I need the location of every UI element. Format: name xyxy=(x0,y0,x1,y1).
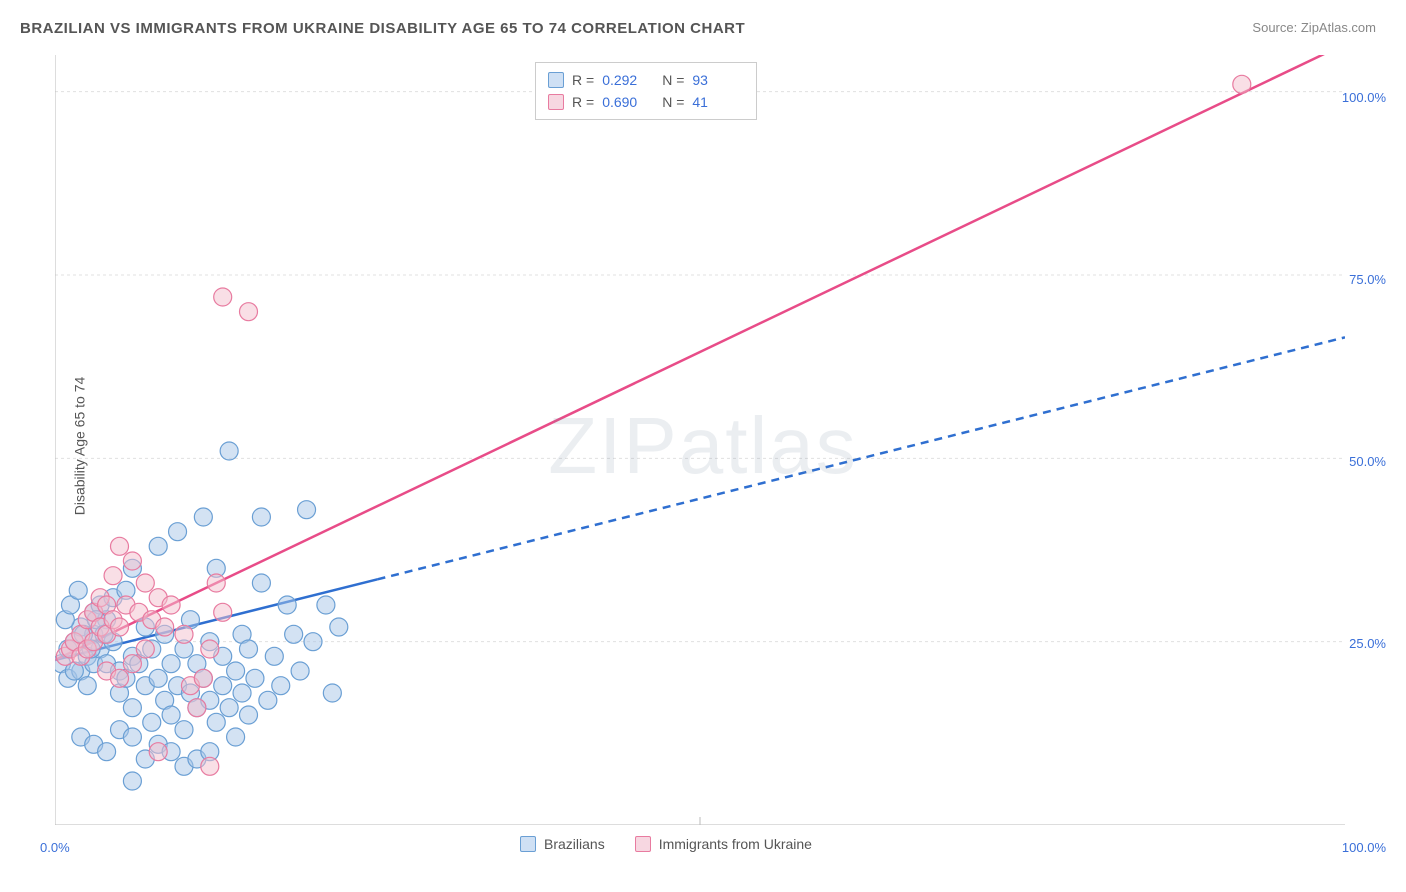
scatter-plot xyxy=(55,55,1345,825)
legend-label-brazilians: Brazilians xyxy=(544,836,605,852)
swatch-blue-icon xyxy=(520,836,536,852)
value-r-blue: 0.292 xyxy=(602,72,654,88)
legend-item-brazilians: Brazilians xyxy=(520,836,605,852)
source-value: ZipAtlas.com xyxy=(1301,20,1376,35)
legend-item-ukraine: Immigrants from Ukraine xyxy=(635,836,812,852)
xtick-0: 0.0% xyxy=(40,840,70,855)
value-n-blue: 93 xyxy=(692,72,744,88)
value-n-pink: 41 xyxy=(692,94,744,110)
source-label: Source: ZipAtlas.com xyxy=(1252,20,1376,35)
chart-title: BRAZILIAN VS IMMIGRANTS FROM UKRAINE DIS… xyxy=(20,20,745,37)
value-r-pink: 0.690 xyxy=(602,94,654,110)
ytick-100: 100.0% xyxy=(1342,90,1386,105)
legend-row-ukraine: R = 0.690 N = 41 xyxy=(548,91,744,113)
ytick-75: 75.0% xyxy=(1349,272,1386,287)
swatch-blue-icon xyxy=(548,72,564,88)
legend-correlation: R = 0.292 N = 93 R = 0.690 N = 41 xyxy=(535,62,757,120)
label-n: N = xyxy=(662,94,684,110)
ytick-50: 50.0% xyxy=(1349,454,1386,469)
swatch-pink-icon xyxy=(548,94,564,110)
legend-row-brazilians: R = 0.292 N = 93 xyxy=(548,69,744,91)
label-r: R = xyxy=(572,94,594,110)
legend-series: Brazilians Immigrants from Ukraine xyxy=(520,836,812,852)
swatch-pink-icon xyxy=(635,836,651,852)
label-n: N = xyxy=(662,72,684,88)
label-r: R = xyxy=(572,72,594,88)
ytick-25: 25.0% xyxy=(1349,636,1386,651)
source-prefix: Source: xyxy=(1252,20,1297,35)
xtick-100: 100.0% xyxy=(1342,840,1386,855)
chart-container: BRAZILIAN VS IMMIGRANTS FROM UKRAINE DIS… xyxy=(0,0,1406,892)
plot-svg xyxy=(55,55,1345,825)
legend-label-ukraine: Immigrants from Ukraine xyxy=(659,836,812,852)
